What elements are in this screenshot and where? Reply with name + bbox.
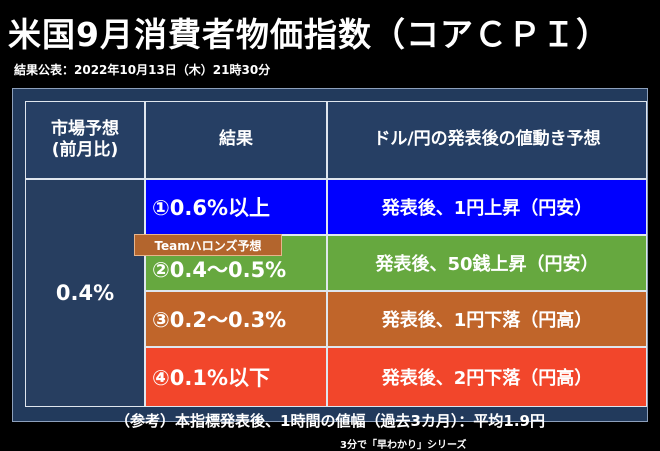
header-expectation: 市場予想 (前月比) — [25, 101, 145, 179]
team-forecast-badge: Teamハロンズ予想 — [134, 234, 282, 256]
result-row-1: ①0.6%以上 — [145, 179, 327, 235]
result-row-3: ③0.2～0.3% — [145, 291, 327, 347]
cpi-table-panel: 市場予想 (前月比) 結果 ドル/円の発表後の値動き予想 0.4% ①0.6%以… — [12, 88, 648, 422]
reference-note: （参考）本指標発表後、1時間の値幅（過去3カ月）：平均1.9円 — [115, 412, 545, 430]
header-result: 結果 — [145, 101, 327, 179]
result-row-4: ④0.1%以下 — [145, 347, 327, 407]
header-expectation-label: 市場予想 (前月比) — [51, 118, 119, 160]
series-label: 3分で「早わかり」シリーズ — [340, 440, 467, 451]
header-forecast: ドル/円の発表後の値動き予想 — [327, 101, 647, 179]
result-row-2-label: ②0.4～0.5% — [152, 258, 287, 282]
expectation-value: 0.4% — [25, 179, 145, 407]
forecast-row-3: 発表後、1円下落（円高） — [327, 291, 647, 347]
forecast-row-2: 発表後、50銭上昇（円安） — [327, 235, 647, 291]
release-datetime: 結果公表：2022年10月13日（木）21時30分 — [14, 63, 271, 77]
forecast-row-4: 発表後、2円下落（円高） — [327, 347, 647, 407]
page-title: 米国9月消費者物価指数（コアＣＰＩ） — [8, 15, 610, 54]
forecast-row-1: 発表後、1円上昇（円安） — [327, 179, 647, 235]
